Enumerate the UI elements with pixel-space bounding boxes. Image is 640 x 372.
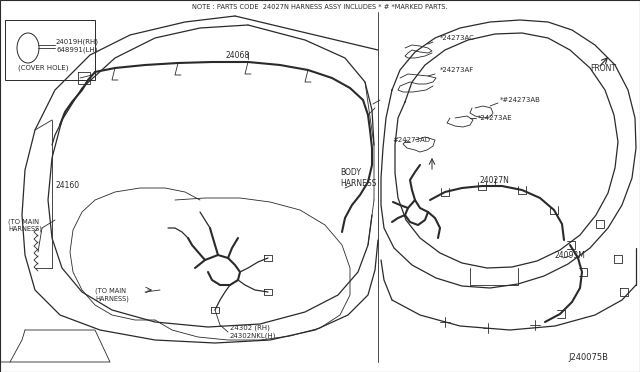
Text: 24019H(RH): 24019H(RH) (56, 39, 99, 45)
Text: *24273AE: *24273AE (478, 115, 513, 121)
Text: 24160: 24160 (55, 180, 79, 189)
Text: (TO MAIN
HARNESS): (TO MAIN HARNESS) (95, 288, 129, 302)
Text: 648991(LH): 648991(LH) (56, 47, 97, 53)
Text: 24027N: 24027N (480, 176, 510, 185)
Text: 24093M: 24093M (555, 250, 586, 260)
Text: *24273AC: *24273AC (440, 35, 475, 41)
Text: J240075B: J240075B (568, 353, 608, 362)
Text: FRONT: FRONT (590, 64, 616, 73)
Bar (5, 20, 95, 80)
Text: (COVER HOLE): (COVER HOLE) (18, 65, 68, 71)
Text: NOTE : PARTS CODE  24027N HARNESS ASSY INCLUDES * # *MARKED PARTS.: NOTE : PARTS CODE 24027N HARNESS ASSY IN… (192, 4, 448, 10)
Text: *24273AF: *24273AF (440, 67, 474, 73)
Text: *#24273AB: *#24273AB (500, 97, 541, 103)
Text: 24068: 24068 (225, 51, 249, 60)
Text: BODY
HARNESS: BODY HARNESS (340, 168, 376, 188)
Text: (TO MAIN
HARNESS): (TO MAIN HARNESS) (8, 218, 42, 232)
Ellipse shape (17, 33, 39, 63)
Text: 24302 (RH): 24302 (RH) (230, 325, 270, 331)
Text: #24273AD: #24273AD (392, 137, 430, 143)
Text: 24302NKL(H): 24302NKL(H) (230, 333, 276, 339)
